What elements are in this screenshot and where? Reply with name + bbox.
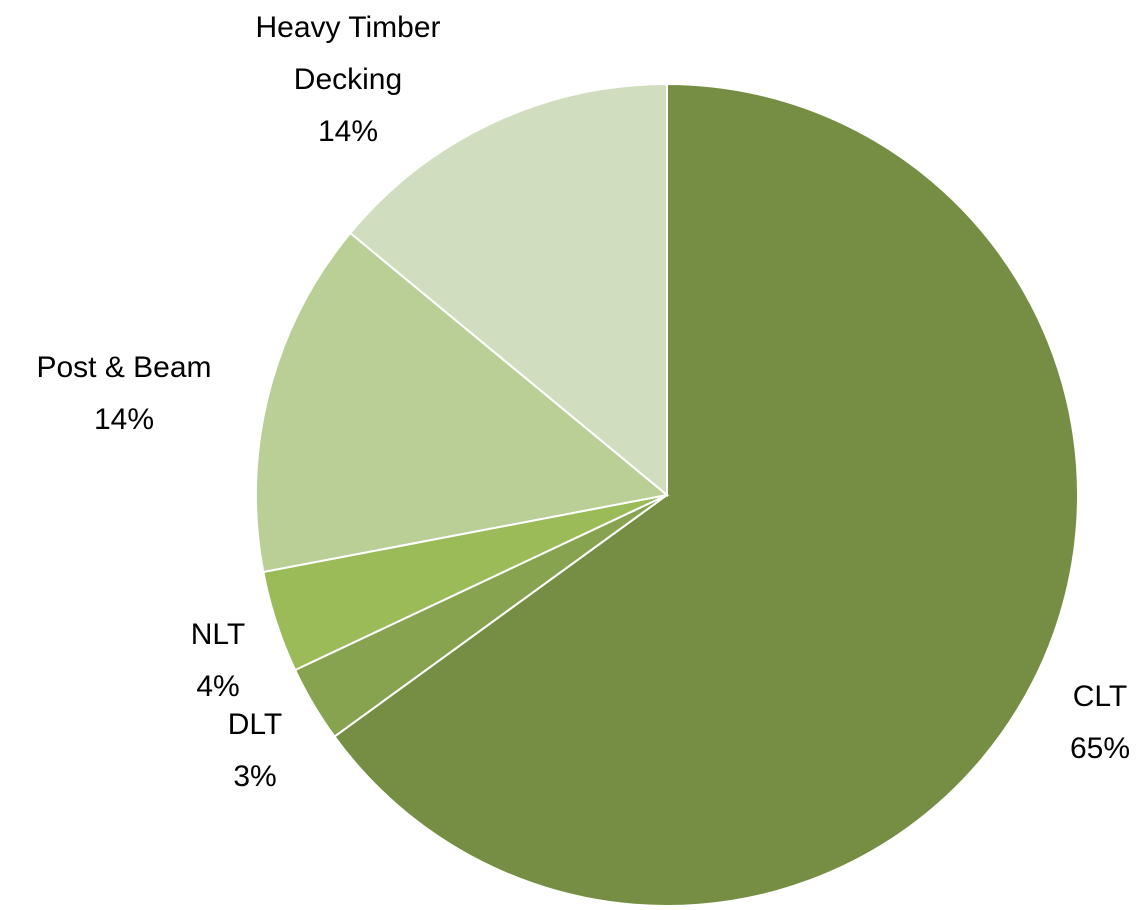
slice-label: Post & Beam 14% — [4, 342, 244, 446]
category-label: DLT — [227, 708, 283, 741]
category-label: Post & Beam — [36, 351, 212, 384]
category-label: CLT — [1072, 680, 1128, 713]
pie-slice — [333, 82, 1079, 907]
value-label: 14% — [317, 115, 379, 148]
value-label: 14% — [93, 403, 155, 436]
category-label: NLT — [190, 618, 246, 651]
slice-label: Heavy Timber Decking 14% — [243, 2, 453, 158]
slice-label: DLT 3% — [135, 699, 375, 803]
pie-slice — [348, 82, 668, 498]
slice-label: NLT 4% — [98, 609, 338, 713]
slice-label: CLT 65% — [980, 671, 1138, 775]
value-label: 3% — [233, 760, 277, 793]
value-label: 65% — [1069, 732, 1131, 765]
value-label: 4% — [196, 670, 240, 703]
category-label: Heavy Timber Decking — [255, 11, 441, 96]
pie-slice — [255, 231, 670, 574]
